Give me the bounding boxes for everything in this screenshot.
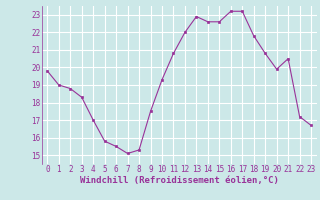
X-axis label: Windchill (Refroidissement éolien,°C): Windchill (Refroidissement éolien,°C)	[80, 176, 279, 185]
